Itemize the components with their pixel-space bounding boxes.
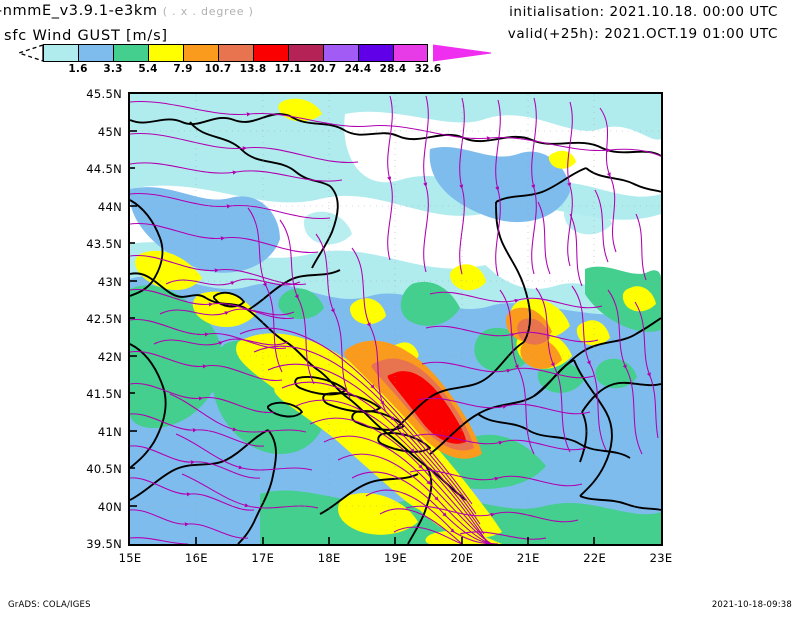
colorbar-swatch-1 (78, 44, 113, 62)
gust-shading-layer (130, 94, 661, 544)
x-axis-label-7: 22E (583, 551, 607, 565)
y-axis-label-9: 41N (97, 424, 122, 439)
colorbar-swatch-6 (253, 44, 288, 62)
colorbar-tick-4: 10.7 (204, 63, 232, 75)
y-axis-label-2: 44.5N (86, 162, 122, 176)
map-plot-area (128, 92, 663, 546)
x-axis-label-4: 19E (384, 551, 407, 565)
y-axis-label-3: 44N (97, 199, 122, 214)
x-axis-label-0: 15E (118, 551, 142, 565)
colorbar-tick-0: 1.6 (68, 63, 88, 75)
model-title-paren: ( . x . degree ) (162, 5, 254, 18)
colorbar-swatch-10 (393, 44, 428, 62)
y-axis-labels: 45.5N 45N 44.5N 44N 43.5N 43N 42.5N 42N 41.5N 41N… (72, 87, 122, 551)
axis-ticks (130, 130, 595, 544)
streamline-layer (130, 95, 661, 544)
footer-credit: GrADS: COLA/IGES (8, 600, 91, 610)
valid-time: valid(+25h): 2021.OCT.19 01:00 UTC (507, 26, 778, 42)
y-axis-label-10: 40.5N (86, 462, 122, 476)
colorbar-tick-8: 24.4 (344, 63, 372, 75)
variable-title: sfc Wind GUST [m/s] (4, 28, 168, 44)
colorbar-swatch-2 (113, 44, 148, 62)
x-axis-labels: 15E 16E 17E 18E 19E 20E 21E 22E 23E (119, 551, 673, 567)
colorbar-tick-9: 28.4 (379, 63, 407, 75)
x-axis-label-2: 17E (251, 551, 275, 565)
colorbar-over-range-icon (433, 44, 492, 62)
x-axis-label-1: 16E (184, 551, 208, 565)
colorbar-swatch-0 (43, 44, 78, 62)
weather-map-svg (130, 94, 661, 544)
colorbar-tick-5: 13.8 (239, 63, 267, 75)
model-title-text: f-nmmE_v3.9.1-e3km (0, 3, 158, 19)
y-axis-label-4: 43.5N (86, 237, 122, 251)
x-axis-label-3: 18E (317, 551, 341, 565)
colorbar-swatch-9 (358, 44, 393, 62)
y-axis-label-12: 39.5N (86, 537, 122, 551)
colorbar-tick-3: 7.9 (173, 63, 193, 75)
colorbar-swatch-5 (218, 44, 253, 62)
colorbar-under-range-icon (18, 44, 44, 62)
colorbar-swatch-4 (183, 44, 218, 62)
colorbar-tick-6: 17.1 (274, 63, 302, 75)
model-title: f-nmmE_v3.9.1-e3km ( . x . degree ) (0, 3, 254, 19)
colorbar-tick-10: 32.6 (414, 63, 442, 75)
colorbar-swatches (43, 44, 428, 62)
initialisation-time: initialisation: 2021.10.18. 00:00 UTC (509, 4, 778, 20)
colorbar-swatch-7 (288, 44, 323, 62)
y-axis-label-11: 40N (97, 499, 122, 514)
y-axis-label-0: 45.5N (86, 87, 122, 101)
y-axis-label-6: 42.5N (86, 312, 122, 326)
colorbar-swatch-3 (148, 44, 183, 62)
y-axis-label-5: 43N (97, 274, 122, 289)
colorbar-tick-2: 5.4 (138, 63, 158, 75)
footer-timestamp: 2021-10-18-09:38 (711, 600, 792, 610)
y-axis-label-1: 45N (97, 124, 122, 139)
colorbar-swatch-8 (323, 44, 358, 62)
x-axis-label-5: 20E (450, 551, 474, 565)
y-axis-label-7: 42N (97, 349, 122, 364)
colorbar-tick-7: 20.7 (309, 63, 337, 75)
x-axis-label-8: 23E (649, 551, 673, 565)
y-axis-label-8: 41.5N (86, 387, 122, 401)
x-axis-label-6: 21E (516, 551, 540, 565)
colorbar-tick-1: 3.3 (103, 63, 123, 75)
